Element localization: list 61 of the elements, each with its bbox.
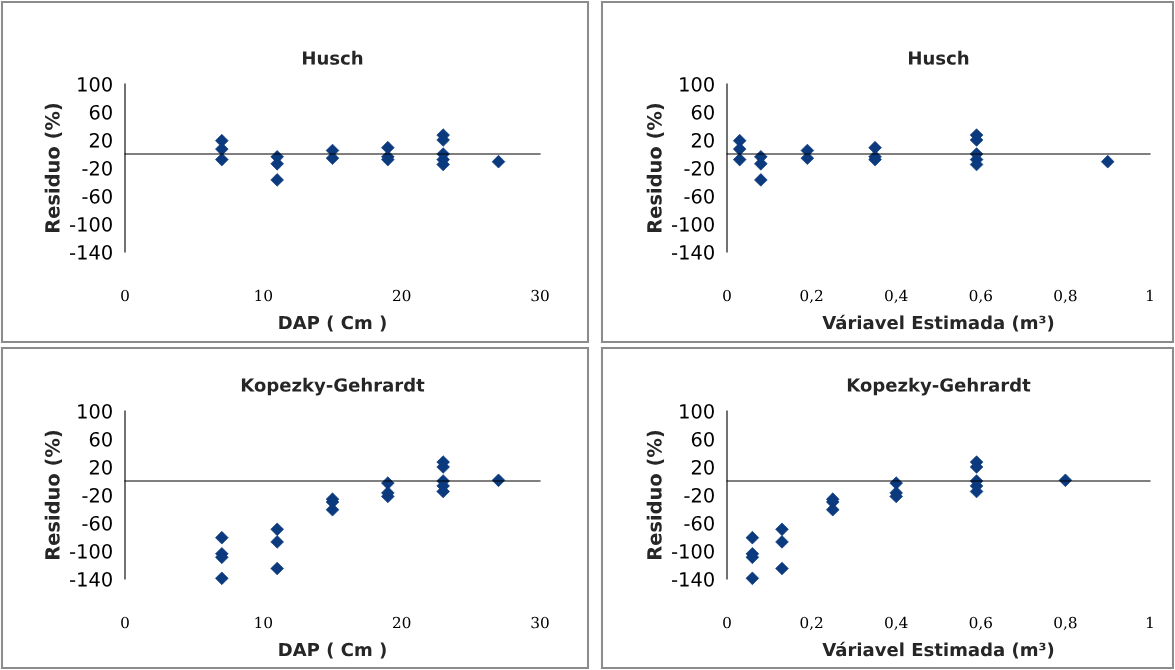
x-tick-label: 0: [723, 616, 731, 629]
chart-title: Husch: [303, 50, 363, 65]
y-axis-title: Residuo (%): [646, 103, 665, 232]
chart-title: Kopezky-Gehrardt: [847, 377, 1031, 396]
chart-title: Kopezky-Gehrardt: [241, 377, 425, 396]
x-tick-label: 0,6: [969, 616, 992, 631]
x-axis-title: DAP ( Cm ): [279, 642, 386, 659]
y-tick-label: -60: [684, 515, 714, 531]
y-tick-label: -20: [684, 487, 714, 503]
y-tick-label: 20: [691, 132, 714, 148]
x-tick-label: 20: [392, 289, 411, 302]
x-tick-label: 0,2: [800, 616, 823, 631]
x-tick-label: 1: [1147, 616, 1153, 629]
y-tick-label: -60: [82, 515, 112, 531]
y-tick-label: 60: [89, 104, 112, 120]
x-axis-title: DAP ( Cm ): [279, 315, 386, 332]
y-tick-label: 60: [691, 104, 714, 120]
y-tick-label: -20: [684, 160, 714, 176]
x-tick-label: 0,2: [800, 289, 823, 304]
x-tick-label: 0,6: [969, 289, 992, 304]
y-tick-label: 20: [89, 459, 112, 475]
y-tick-label: 60: [691, 431, 714, 447]
y-tick-label: -140: [672, 244, 714, 260]
y-tick-label: 20: [89, 132, 112, 148]
y-tick-label: -60: [82, 188, 112, 204]
x-axis-title: Váriavel Estimada (m³): [822, 641, 1054, 659]
y-tick-label: 20: [691, 459, 714, 475]
y-axis-title: Residuo (%): [44, 103, 63, 232]
y-tick-label: -100: [70, 216, 112, 232]
y-tick-label: -100: [70, 543, 112, 559]
y-tick-label: -60: [684, 188, 714, 204]
y-tick-label: -140: [672, 571, 714, 587]
x-tick-label: 1: [1147, 289, 1153, 302]
y-tick-label: -140: [70, 244, 112, 260]
x-tick-label: 0: [121, 616, 129, 629]
x-tick-label: 0,8: [1054, 289, 1077, 304]
x-tick-label: 0,4: [885, 616, 908, 631]
y-tick-label: 100: [680, 403, 714, 419]
y-tick-label: -20: [82, 160, 112, 176]
x-tick-label: 0,8: [1054, 616, 1077, 631]
x-tick-label: 30: [531, 289, 549, 302]
x-tick-label: 0: [723, 289, 731, 302]
y-tick-label: -100: [672, 543, 714, 559]
y-tick-label: -20: [82, 487, 112, 503]
y-tick-label: 60: [89, 431, 112, 447]
y-axis-title: Residuo (%): [44, 430, 63, 559]
chart-title: Husch: [909, 50, 969, 65]
x-tick-label: 20: [392, 616, 411, 629]
x-tick-label: 30: [531, 616, 549, 629]
y-axis-title: Residuo (%): [646, 430, 665, 559]
y-tick-label: 100: [680, 76, 714, 92]
point: [745, 530, 760, 545]
x-tick-label: 10: [255, 289, 273, 302]
y-tick-label: 100: [78, 403, 112, 419]
y-tick-label: 100: [78, 76, 112, 92]
y-tick-label: -100: [672, 216, 714, 232]
x-tick-label: 10: [255, 616, 273, 629]
y-tick-label: -140: [70, 571, 112, 587]
x-axis-title: Váriavel Estimada (m³): [822, 314, 1054, 332]
x-tick-label: 0,4: [885, 289, 908, 304]
x-tick-label: 0: [121, 289, 129, 302]
